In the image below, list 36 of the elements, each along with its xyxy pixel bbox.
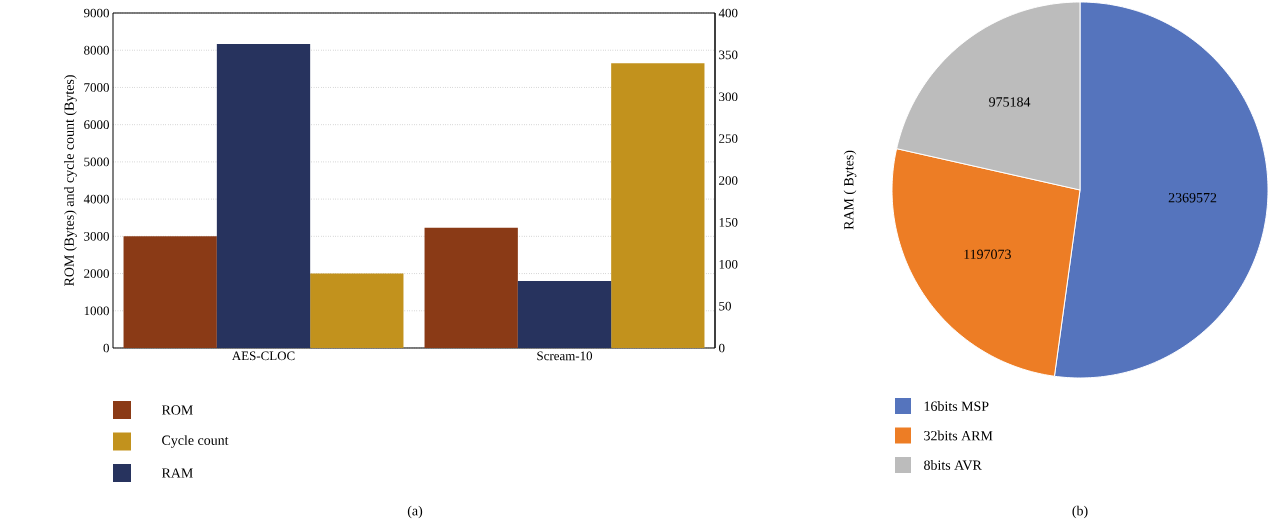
bar [310,273,404,348]
legend-label: ROM [161,405,193,415]
bar [611,63,705,348]
y-tick-label: 2000 [84,269,109,278]
y2-tick-label: 200 [719,176,738,185]
y2-tick-label: 0 [719,343,725,353]
x-tick-label: Scream-10 [537,351,593,361]
data-label: 1197073 [964,249,1011,259]
y-tick-label: 1000 [84,306,109,316]
y2-tick-label: 250 [719,134,738,143]
y-axis-title: ROM (Bytes) and cycle count (Bytes) [64,75,77,287]
y-tick-label: 5000 [84,157,109,167]
data-label: 2369572 [1168,193,1217,203]
data-label: 975184 [989,97,1031,107]
y2-tick-label: 100 [719,259,738,269]
legend-label: Cycle count [162,435,229,448]
x-tick-label: AES-CLOC [231,351,295,361]
legend-label: 8bits AVR [924,460,982,470]
y2-tick-label: 50 [719,301,731,311]
y-tick-label: 9000 [84,8,109,18]
y2-tick-label: 150 [719,218,738,227]
y-tick-label: 6000 [84,120,109,130]
text: RAM ( Bytes) [843,150,857,230]
y-tick-label: 0 [103,343,109,353]
y2-tick-label: 350 [719,50,738,60]
legend-label: 16bits MSP [924,401,989,411]
y-tick-label: 8000 [84,45,109,55]
y2-tick-label: 400 [718,8,738,18]
text: (b) [1072,505,1088,519]
y-tick-label: 3000 [84,231,109,241]
y-tick-label: 7000 [84,83,109,92]
y2-tick-label: 300 [719,92,738,102]
y-tick-label: 4000 [83,194,109,204]
legend-label: RAM [161,468,193,478]
text: (a) [407,505,423,519]
legend-label: 32bits ARM [924,430,993,441]
